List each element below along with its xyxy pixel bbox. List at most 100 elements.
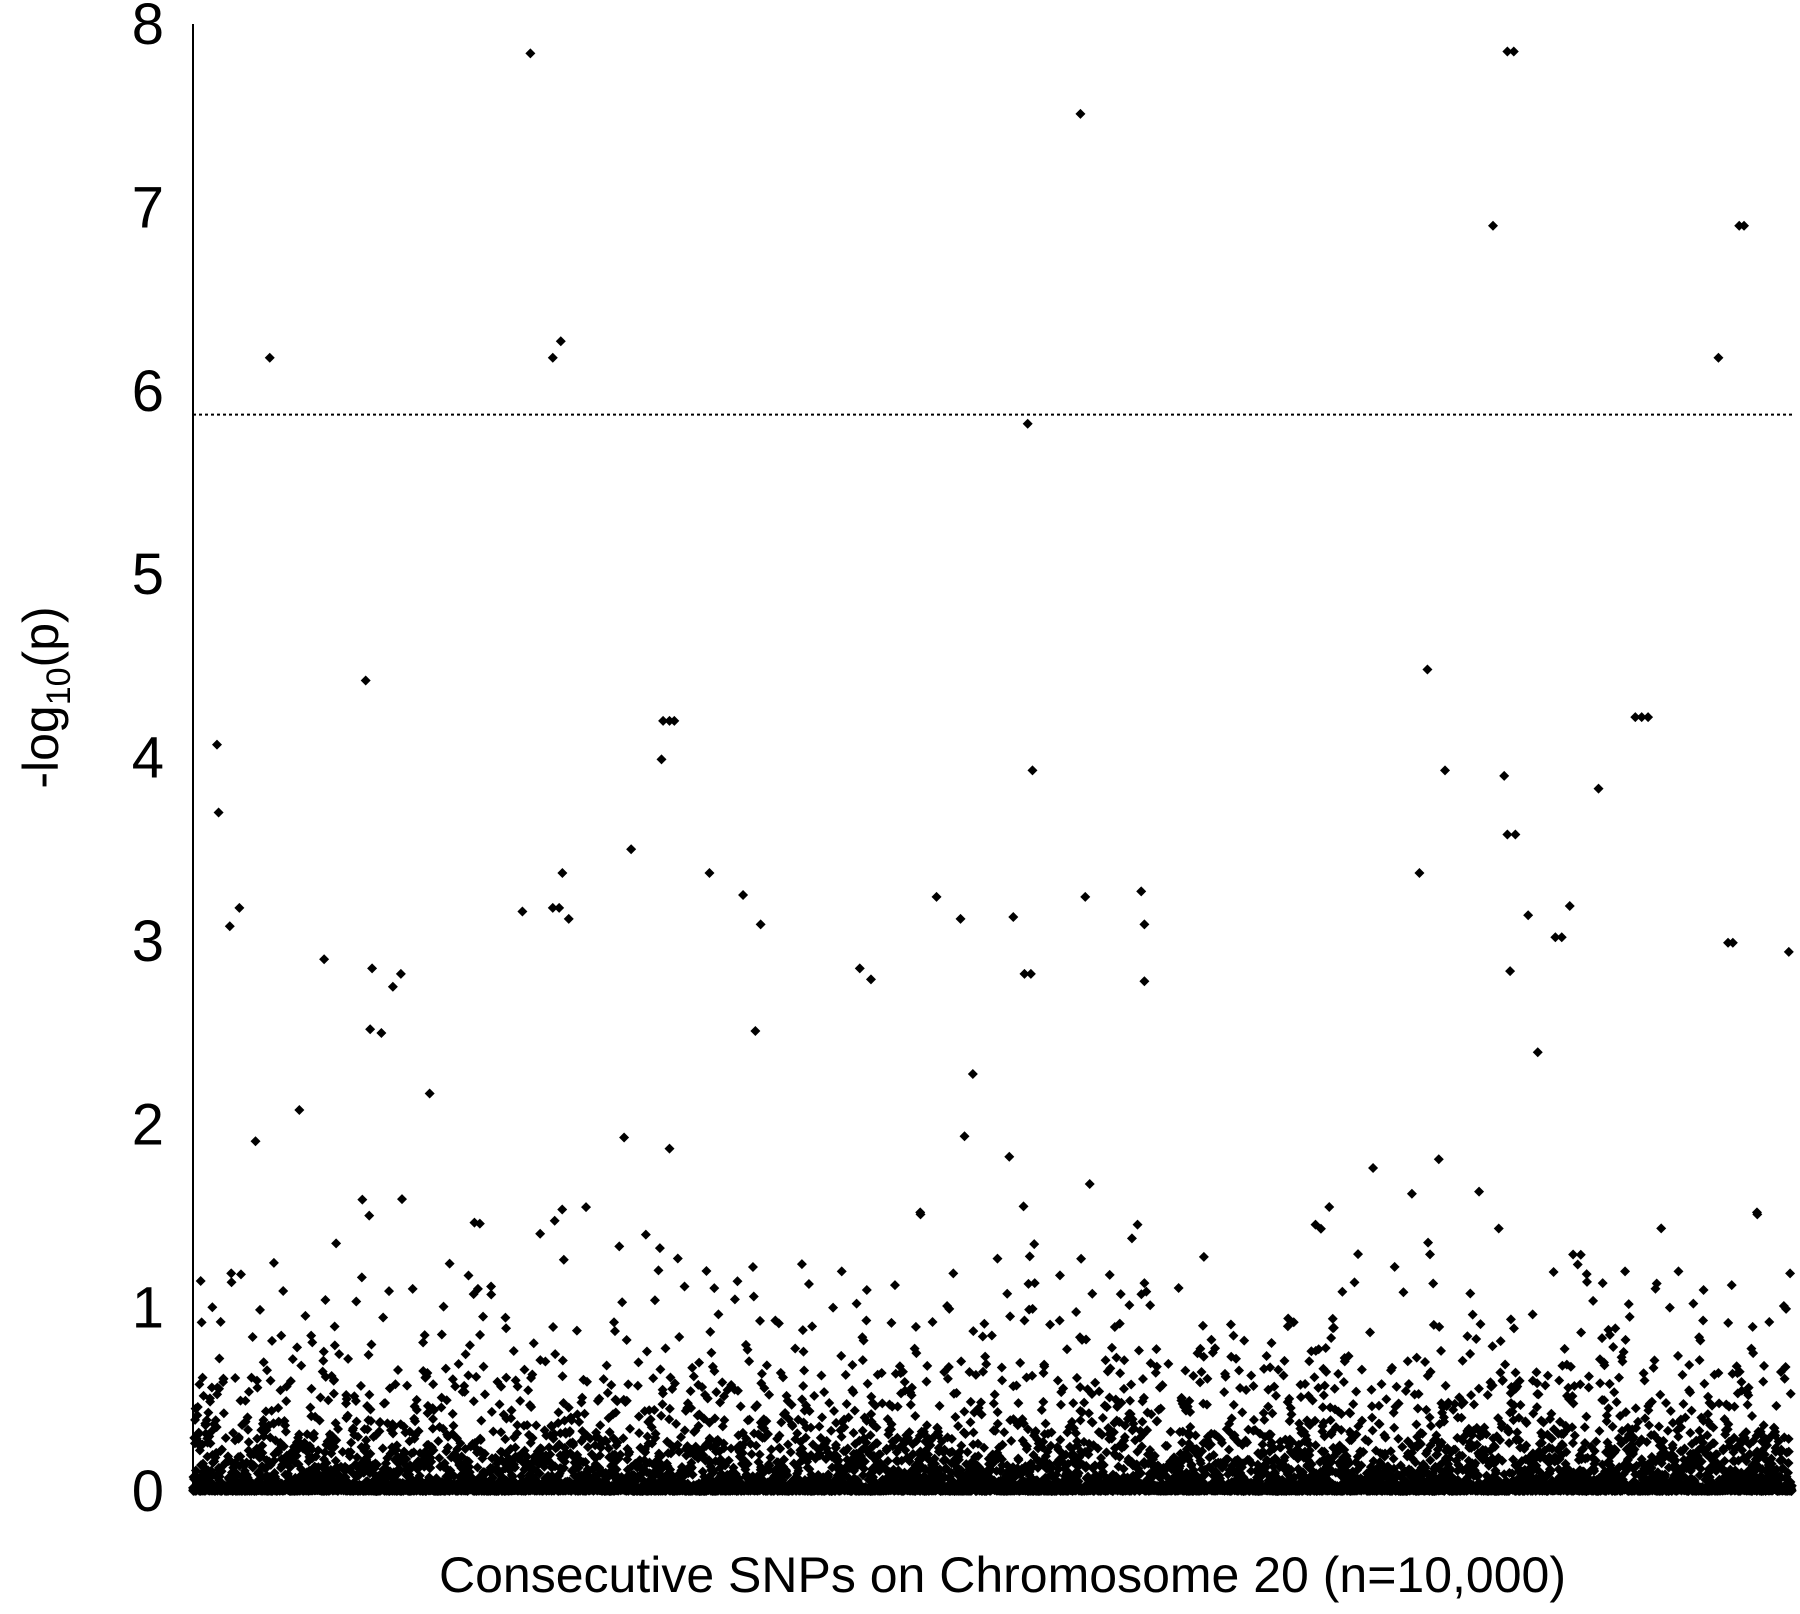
data-point xyxy=(235,1269,246,1280)
data-point xyxy=(861,1315,872,1326)
data-point xyxy=(342,1410,353,1421)
data-point xyxy=(258,1357,269,1368)
data-point xyxy=(266,1335,277,1346)
data-point xyxy=(732,1276,743,1287)
data-point xyxy=(240,1395,251,1406)
data-point xyxy=(685,1386,696,1397)
data-point xyxy=(330,1455,341,1466)
data-point xyxy=(214,1353,225,1364)
data-point xyxy=(889,1280,900,1291)
data-point xyxy=(300,1310,311,1321)
data-point xyxy=(549,1215,560,1226)
data-point xyxy=(218,1408,229,1419)
data-point xyxy=(306,1444,317,1455)
data-point xyxy=(674,1332,685,1343)
data-point xyxy=(614,1241,625,1252)
data-point xyxy=(798,1346,809,1357)
data-point xyxy=(362,1424,373,1435)
data-point xyxy=(478,1361,489,1372)
data-point xyxy=(361,1435,372,1446)
data-point xyxy=(664,1143,675,1154)
data-point xyxy=(660,1343,671,1354)
data-point xyxy=(528,1338,539,1349)
data-point xyxy=(292,1342,303,1353)
data-point xyxy=(688,1371,699,1382)
data-point xyxy=(252,1382,263,1393)
data-point xyxy=(847,1360,858,1371)
data-point xyxy=(402,1380,413,1391)
data-point xyxy=(273,1403,284,1414)
data-point xyxy=(233,1432,244,1443)
data-point xyxy=(950,1411,961,1422)
data-point xyxy=(257,1447,268,1458)
data-point xyxy=(922,1360,933,1371)
data-point xyxy=(254,1304,265,1315)
data-point xyxy=(501,1372,512,1383)
data-point xyxy=(807,1321,818,1332)
data-point xyxy=(729,1294,740,1305)
data-point xyxy=(735,1401,746,1412)
data-point xyxy=(218,1373,229,1384)
data-point xyxy=(192,1410,203,1421)
data-point xyxy=(203,1407,214,1418)
data-point xyxy=(609,1326,620,1337)
data-point xyxy=(378,1312,389,1323)
data-point xyxy=(798,1381,809,1392)
data-point xyxy=(210,1415,221,1426)
data-point xyxy=(548,1321,559,1332)
data-point xyxy=(323,1395,334,1406)
data-point xyxy=(653,1265,664,1276)
data-point xyxy=(265,1375,276,1386)
data-point xyxy=(309,1428,320,1439)
data-point xyxy=(486,1406,497,1417)
data-point xyxy=(965,1396,976,1407)
data-point xyxy=(464,1340,475,1351)
data-point xyxy=(814,1421,825,1432)
data-point xyxy=(706,1347,717,1358)
data-point xyxy=(278,1285,289,1296)
data-point xyxy=(640,1229,651,1240)
data-point xyxy=(243,1424,254,1435)
data-point xyxy=(196,1317,207,1328)
data-point xyxy=(857,1355,868,1366)
data-point xyxy=(329,1374,340,1385)
data-point xyxy=(207,1302,218,1313)
data-point xyxy=(448,1420,459,1431)
data-point xyxy=(819,1387,830,1398)
data-point xyxy=(840,1369,851,1380)
data-point xyxy=(321,1457,332,1468)
data-point xyxy=(319,1447,330,1458)
data-point xyxy=(649,1295,660,1306)
data-point xyxy=(262,1365,273,1376)
data-point xyxy=(506,1405,517,1416)
data-point xyxy=(785,1447,796,1458)
data-point xyxy=(269,1455,280,1466)
data-point xyxy=(968,1427,979,1438)
data-point xyxy=(829,1406,840,1417)
data-point xyxy=(910,1321,921,1332)
data-point xyxy=(809,1390,820,1401)
data-point xyxy=(294,1104,305,1115)
data-point xyxy=(977,1331,988,1342)
data-point xyxy=(418,1337,429,1348)
data-points xyxy=(188,46,1797,1496)
data-point xyxy=(619,1132,630,1143)
data-point xyxy=(899,1377,910,1388)
data-point xyxy=(333,1424,344,1435)
data-point xyxy=(243,1386,254,1397)
data-point xyxy=(251,1375,262,1386)
data-point xyxy=(348,1423,359,1434)
data-point xyxy=(194,1428,205,1439)
data-point xyxy=(346,1437,357,1448)
data-point xyxy=(365,1416,376,1427)
data-point xyxy=(273,1416,284,1427)
data-point xyxy=(447,1408,458,1419)
data-point xyxy=(862,1378,873,1389)
data-point xyxy=(803,1279,814,1290)
data-point xyxy=(836,1350,847,1361)
data-point xyxy=(356,1272,367,1283)
data-point xyxy=(334,1349,345,1360)
y-tick-label: 6 xyxy=(132,359,164,424)
data-point xyxy=(494,1399,505,1410)
data-point xyxy=(407,1283,418,1294)
